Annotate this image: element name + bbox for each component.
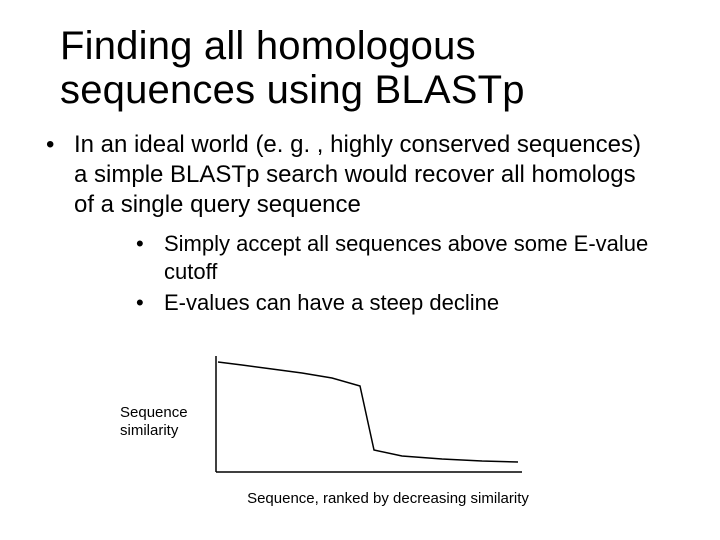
bullet-dot-icon: • bbox=[150, 289, 164, 317]
chart-series-line bbox=[218, 362, 518, 462]
bullet-level2-text: E-values can have a steep decline bbox=[164, 290, 499, 315]
bullet-level2-text: Simply accept all sequences above some E… bbox=[164, 231, 648, 284]
chart-x-axis-label: Sequence, ranked by decreasing similarit… bbox=[208, 490, 568, 507]
bullet-dot-icon: • bbox=[150, 230, 164, 258]
sub-bullet-group: •Simply accept all sequences above some … bbox=[60, 230, 660, 317]
slide-title: Finding all homologous sequences using B… bbox=[60, 24, 660, 112]
slide: Finding all homologous sequences using B… bbox=[0, 0, 720, 540]
similarity-chart: Sequence similarity Sequence, ranked by … bbox=[120, 348, 580, 518]
bullet-level1-text: In an ideal world (e. g. , highly conser… bbox=[74, 131, 641, 218]
chart-y-axis-label: Sequence similarity bbox=[120, 404, 200, 440]
bullet-level1: •In an ideal world (e. g. , highly conse… bbox=[74, 130, 660, 220]
bullet-dot-icon: • bbox=[60, 130, 74, 160]
bullet-level2: •Simply accept all sequences above some … bbox=[164, 230, 660, 285]
bullet-level2: •E-values can have a steep decline bbox=[164, 289, 660, 317]
chart-svg bbox=[202, 354, 532, 484]
